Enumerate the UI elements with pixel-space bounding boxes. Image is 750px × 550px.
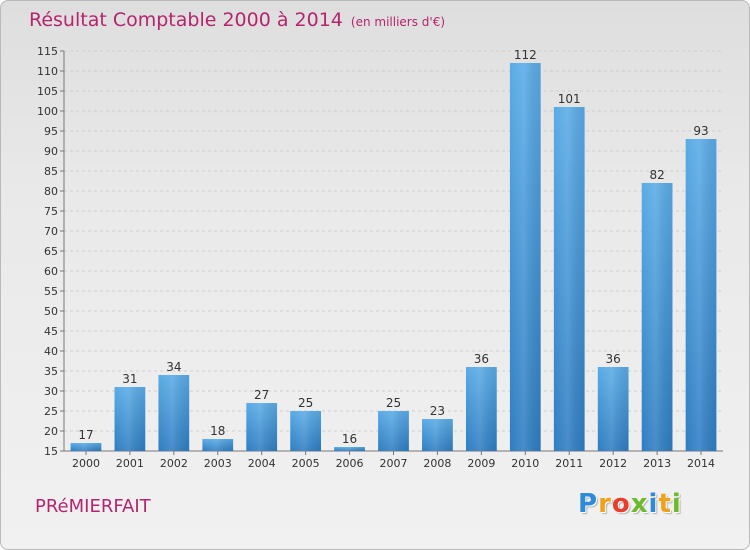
bar-shine — [246, 403, 278, 451]
bar-shine — [509, 63, 541, 451]
chart-subtitle: (en milliers d'€) — [350, 15, 446, 29]
data-label: 34 — [166, 360, 181, 374]
y-tick-label: 55 — [44, 285, 58, 298]
bar-shine — [685, 139, 717, 451]
y-tick-label: 75 — [44, 205, 58, 218]
commune-name: PRéMIERFAIT — [35, 496, 151, 517]
y-tick-label: 115 — [37, 45, 58, 58]
y-tick-label: 30 — [44, 385, 58, 398]
bars — [70, 63, 717, 451]
x-tick-label: 2002 — [160, 457, 188, 470]
bar-shine — [70, 443, 102, 451]
chart-title: Résultat Comptable 2000 à 2014 (en millie… — [29, 9, 445, 31]
x-tick-label: 2007 — [380, 457, 408, 470]
x-tick-label: 2011 — [555, 457, 583, 470]
y-tick-label: 105 — [37, 85, 58, 98]
y-tick-label: 35 — [44, 365, 58, 378]
bar-shine — [597, 367, 629, 451]
y-tick-label: 95 — [44, 125, 58, 138]
x-tick-label: 2012 — [599, 457, 627, 470]
bar-shine — [290, 411, 322, 451]
x-tick-label: 2009 — [467, 457, 495, 470]
bar-shine — [202, 439, 234, 451]
bar-shine — [553, 107, 585, 451]
y-tick-label: 50 — [44, 305, 58, 318]
data-label: 25 — [386, 396, 401, 410]
data-label: 101 — [558, 92, 581, 106]
proxiti-logo: Proxiti — [578, 489, 682, 519]
bar-shine — [158, 375, 190, 451]
data-label: 112 — [514, 48, 537, 62]
data-labels: 17 31 34 18 27 25 16 25 23 36 112 101 36 82 93 — [78, 48, 708, 446]
y-tick-label: 85 — [44, 165, 58, 178]
bar-shine — [465, 367, 497, 451]
y-tick-label: 15 — [44, 445, 58, 458]
data-label: 82 — [649, 168, 664, 182]
data-label: 18 — [210, 424, 225, 438]
data-label: 16 — [342, 432, 357, 446]
x-axis: 2000 2001 2002 2003 2004 2005 2006 2007 2008 2009… — [72, 451, 715, 470]
x-tick-label: 2010 — [511, 457, 539, 470]
x-tick-label: 2013 — [643, 457, 671, 470]
data-label: 27 — [254, 388, 269, 402]
y-tick-label: 90 — [44, 145, 58, 158]
data-label: 23 — [430, 404, 445, 418]
logo-letter: i — [648, 489, 659, 519]
bar-shine — [422, 419, 453, 451]
y-tick-label: 45 — [44, 325, 58, 338]
data-label: 36 — [474, 352, 489, 366]
y-tick-label: 65 — [44, 245, 58, 258]
data-label: 93 — [693, 124, 708, 138]
y-tick-label: 40 — [44, 345, 58, 358]
y-tick-label: 60 — [44, 265, 58, 278]
data-label: 17 — [78, 428, 93, 442]
bar-shine — [378, 411, 409, 451]
x-tick-label: 2001 — [116, 457, 144, 470]
x-tick-label: 2005 — [292, 457, 320, 470]
logo-letter: t — [658, 489, 672, 519]
data-label: 36 — [606, 352, 621, 366]
x-tick-label: 2014 — [687, 457, 715, 470]
logo-letter: r — [598, 489, 612, 519]
x-tick-label: 2008 — [423, 457, 451, 470]
logo-letter: i — [671, 489, 682, 519]
x-tick-label: 2000 — [72, 457, 100, 470]
bar-shine — [114, 387, 146, 451]
y-tick-label: 25 — [44, 405, 58, 418]
y-tick-label: 20 — [44, 425, 58, 438]
logo-letter: P — [578, 489, 599, 519]
logo-letter: x — [630, 489, 649, 519]
title-text: Résultat Comptable 2000 à 2014 — [29, 9, 343, 31]
data-label: 31 — [122, 372, 137, 386]
y-tick-label: 110 — [37, 65, 58, 78]
x-tick-label: 2003 — [204, 457, 232, 470]
data-label: 25 — [298, 396, 313, 410]
bar-shine — [334, 447, 365, 451]
y-tick-label: 80 — [44, 185, 58, 198]
bar-shine — [641, 183, 673, 451]
x-tick-label: 2004 — [248, 457, 276, 470]
logo-letter: o — [611, 489, 631, 519]
y-tick-label: 100 — [37, 105, 58, 118]
x-tick-label: 2006 — [336, 457, 364, 470]
y-tick-label: 70 — [44, 225, 58, 238]
